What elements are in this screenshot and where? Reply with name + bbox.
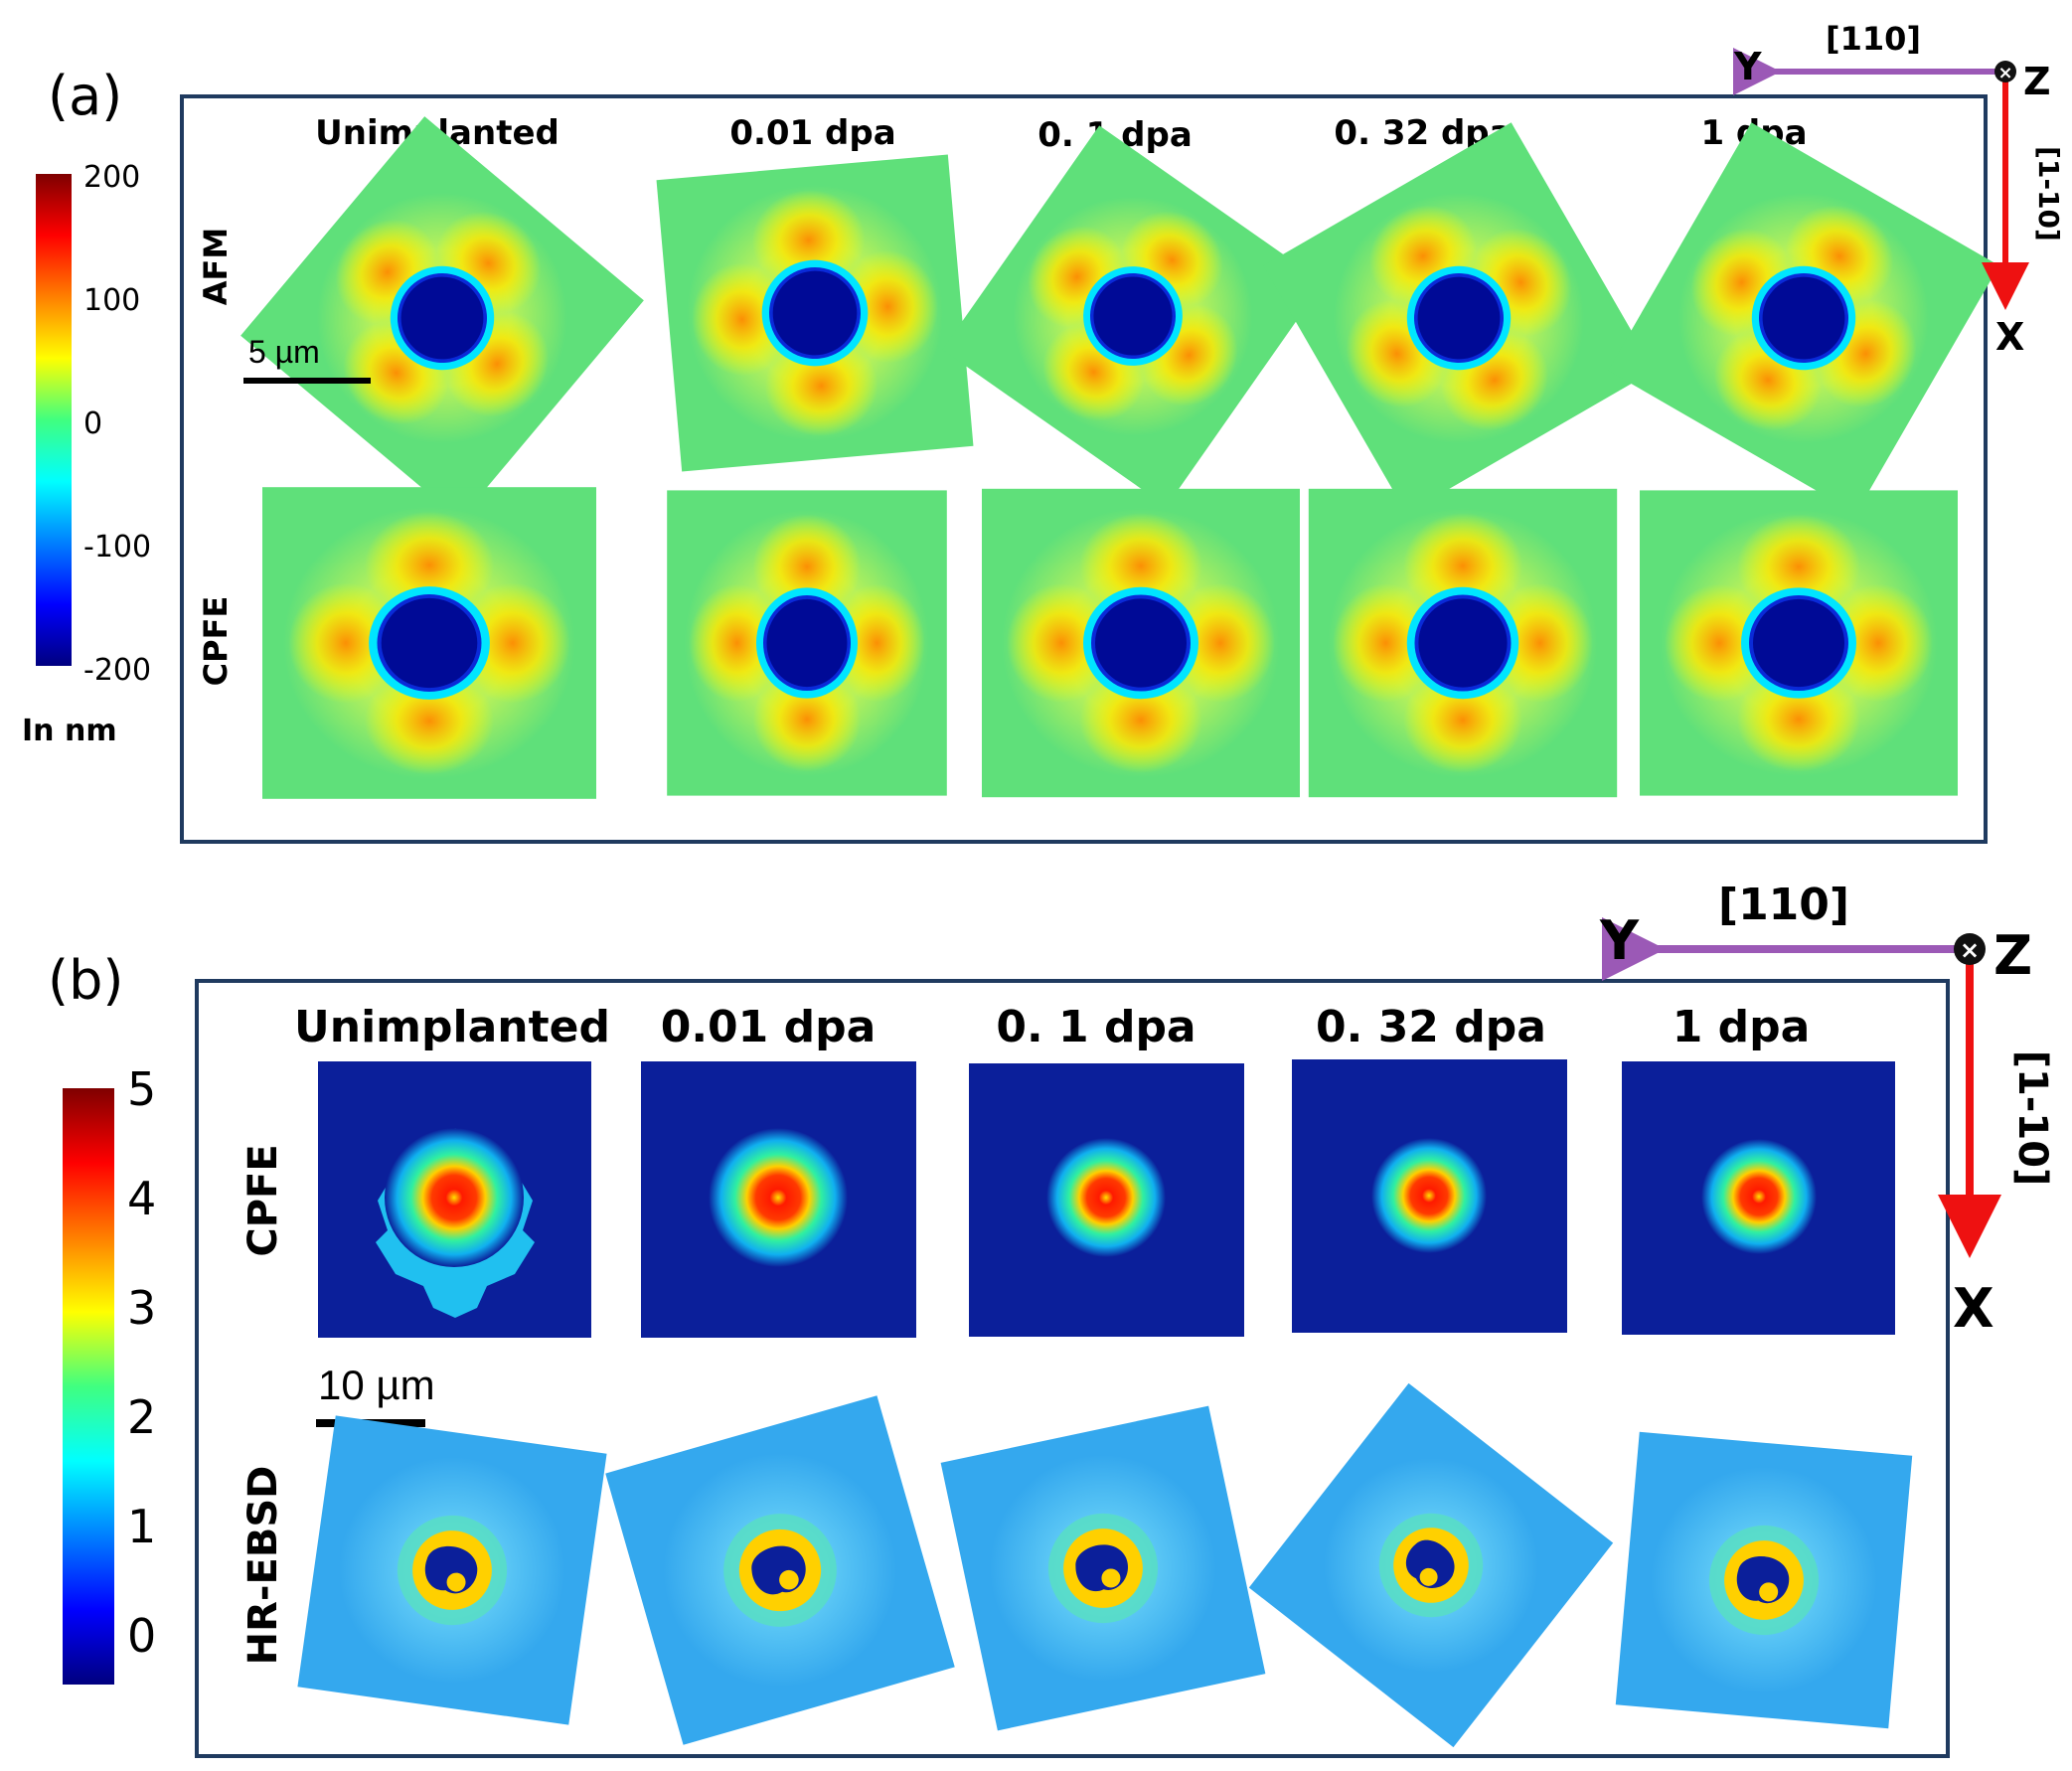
panel-a-colorbar-unit: In nm [22,714,117,748]
panel-a-axis-y: Y [1733,45,1762,88]
panel-b-dir-horizontal: [110] [1718,880,1849,930]
panel-a-row-label: CPFE [197,596,235,687]
panel-a-row-label: AFM [197,228,235,305]
ebsd-map-1dpa [1615,1431,1913,1729]
panel-b-row-label: CPFE [240,1144,286,1256]
panel-a-colorbar-tick: 0 [83,406,102,441]
panel-a-col-header: 0.01 dpa [729,113,895,153]
afm-map-0.01dpa [656,154,974,472]
cpfe-b-0.1dpa [969,1063,1244,1337]
panel-b-axis-x: X [1953,1277,1994,1340]
panel-b-col-header: 0. 32 dpa [1316,1002,1546,1052]
panel-a-scale-bar-label: 5 µm [248,334,320,370]
cpfe-b-0.01dpa [641,1061,916,1338]
ebsd-map-0.1dpa [940,1405,1266,1731]
panel-a-colorbar-tick: -100 [83,530,151,564]
cpfe-map-unimplanted [262,487,596,799]
z-axis-into-icon [1994,61,2016,82]
panel-a-axes: × Y Z X [110] [1-10] [1733,20,2065,359]
panel-b-colorbar-tick: 3 [127,1281,156,1335]
panel-a-axis-x: X [1995,315,2024,359]
panel-b-colorbar-tick: 2 [127,1390,156,1444]
panel-b-colorbar-tick: 5 [127,1062,156,1116]
panel-b-colorbar [63,1088,114,1685]
cpfe-b-unimplanted [318,1061,591,1338]
panel-b-colorbar-tick: 1 [127,1500,156,1553]
panel-b-col-header: 1 dpa [1673,1002,1811,1052]
panel-a-colorbar-tick: -200 [83,653,151,688]
panel-b-axis-z: Z [1993,924,2032,987]
panel-a-dir-horizontal: [110] [1826,20,1921,58]
panel-b-scale-bar-label: 10 µm [318,1362,435,1408]
cpfe-map-1dpa [1640,490,1958,796]
cpfe-map-0.01dpa [667,490,947,796]
panel-b-col-header: Unimplanted [294,1002,610,1052]
svg-text:×: × [1960,936,1980,964]
panel-a-scale-bar [243,378,371,384]
panel-b-col-header: 0. 1 dpa [996,1002,1195,1052]
panel-a-dir-vertical: [1-10] [2032,146,2065,242]
ebsd-map-unimplanted [297,1415,607,1725]
panel-a-colorbar [36,174,72,666]
cpfe-map-0.1dpa [982,488,1300,798]
panel-b-colorbar-tick: 4 [127,1172,156,1225]
svg-text:×: × [1997,63,2012,83]
panel-b-colorbar-tick: 0 [127,1609,156,1663]
panel-a-colorbar-tick: 200 [83,160,140,195]
cpfe-map-0.32dpa [1308,488,1618,798]
panel-b-col-header: 0.01 dpa [661,1002,877,1052]
cpfe-b-1dpa [1622,1061,1895,1335]
panel-a-cpfe-maps [262,487,1958,799]
panel-a-colorbar-tick: 100 [83,283,140,318]
panel-b-label: (b) [48,949,123,1012]
panel-b-axis-y: Y [1599,909,1640,972]
panel-a-axis-z: Z [2023,60,2051,103]
panel-b-row-label: HR-EBSD [240,1466,286,1666]
panel-a-label: (a) [48,65,122,127]
panel-b-axes: × Y Z X [110] [1-10] [1599,880,2055,1340]
panel-b-dir-vertical: [1-10] [2009,1050,2055,1187]
z-axis-into-icon [1954,933,1986,965]
panel-b-cpfe-maps [318,1059,1895,1338]
cpfe-b-0.32dpa [1292,1059,1567,1333]
